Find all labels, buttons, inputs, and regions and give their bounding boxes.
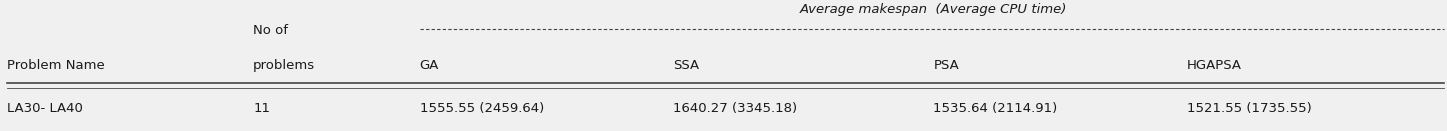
Text: GA: GA bbox=[420, 59, 438, 72]
Text: 11: 11 bbox=[253, 102, 271, 115]
Text: 1535.64 (2114.91): 1535.64 (2114.91) bbox=[933, 102, 1058, 115]
Text: Problem Name: Problem Name bbox=[7, 59, 106, 72]
Text: 1555.55 (2459.64): 1555.55 (2459.64) bbox=[420, 102, 544, 115]
Text: problems: problems bbox=[253, 59, 315, 72]
Text: PSA: PSA bbox=[933, 59, 959, 72]
Text: Average makespan  (Average CPU time): Average makespan (Average CPU time) bbox=[800, 3, 1066, 16]
Text: No of: No of bbox=[253, 24, 288, 37]
Text: SSA: SSA bbox=[673, 59, 699, 72]
Text: 1640.27 (3345.18): 1640.27 (3345.18) bbox=[673, 102, 797, 115]
Text: LA30- LA40: LA30- LA40 bbox=[7, 102, 82, 115]
Text: 1521.55 (1735.55): 1521.55 (1735.55) bbox=[1187, 102, 1311, 115]
Text: HGAPSA: HGAPSA bbox=[1187, 59, 1242, 72]
